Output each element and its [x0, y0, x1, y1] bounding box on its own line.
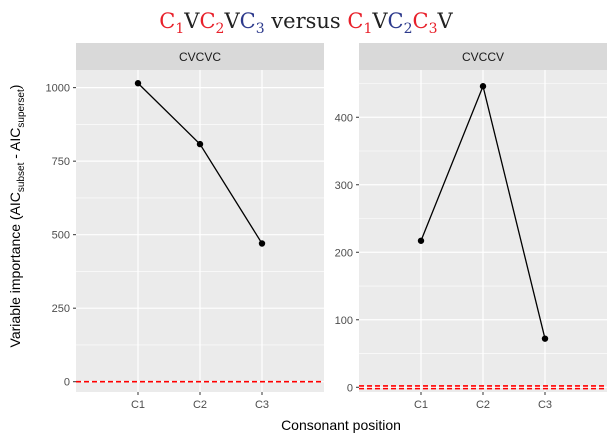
y-tick-label: 1000	[46, 83, 70, 95]
title-segment: versus	[265, 9, 348, 33]
data-point-c2	[196, 140, 204, 148]
data-point-c1	[134, 80, 142, 87]
title-segment: V	[371, 9, 388, 33]
x-tick-label: C3	[538, 399, 552, 411]
facet-cvccv: CVCCV 0 100 200 300 400 C1 C2 C3	[335, 43, 607, 411]
x-tick-label: C2	[193, 399, 207, 411]
title-segment: V	[183, 9, 200, 33]
facet-strip-label: CVCVC	[179, 50, 221, 64]
title-segment: V	[437, 9, 454, 33]
chart-title: C1VC2VC3 versus C1VC2C3V	[159, 9, 453, 37]
title-segment: C	[199, 9, 215, 33]
facet-cvcvc: CVCVC 0 250 500 750 1000 C1 C2 C3	[46, 43, 324, 411]
title-segment: 3	[256, 21, 265, 37]
data-point-c2	[479, 83, 487, 90]
title-segment: C	[159, 9, 175, 33]
data-point-c3	[258, 240, 266, 247]
title-segment: 1	[175, 21, 184, 37]
facet-strip-label: CVCCV	[462, 50, 504, 64]
title-segment: 3	[429, 21, 438, 37]
y-tick-label: 100	[335, 315, 353, 327]
title-segment: 1	[363, 21, 372, 37]
y-tick-label: 300	[335, 180, 353, 192]
title-segment: C	[240, 9, 256, 33]
y-tick-label: 750	[52, 156, 70, 168]
data-point-c3	[541, 335, 549, 342]
title-segment: V	[223, 9, 240, 33]
title-segment: C	[347, 9, 363, 33]
y-tick-label: 200	[335, 247, 353, 259]
facet-strip	[359, 43, 607, 70]
x-tick-label: C1	[131, 399, 145, 411]
x-axis-label: Consonant position	[281, 417, 401, 433]
title-segment: 2	[404, 21, 413, 37]
x-tick-label: C3	[255, 399, 269, 411]
y-tick-label: 500	[52, 230, 70, 242]
facet-strip	[76, 43, 324, 70]
data-point-c1	[417, 237, 425, 244]
y-tick-label: 0	[347, 382, 353, 394]
title-segment: 2	[216, 21, 225, 37]
title-segment: C	[413, 9, 429, 33]
y-tick-label: 250	[52, 303, 70, 315]
facet-panels: CVCVC 0 250 500 750 1000 C1 C2 C3 CVCCV 0 100 200 300…	[46, 43, 607, 411]
y-axis-label: Variable importance (AICsubset - AICsupe…	[7, 85, 27, 348]
y-tick-label: 400	[335, 112, 353, 124]
y-tick-label: 0	[64, 377, 70, 389]
title-segment: C	[388, 9, 404, 33]
x-tick-label: C2	[476, 399, 490, 411]
x-tick-label: C1	[414, 399, 428, 411]
